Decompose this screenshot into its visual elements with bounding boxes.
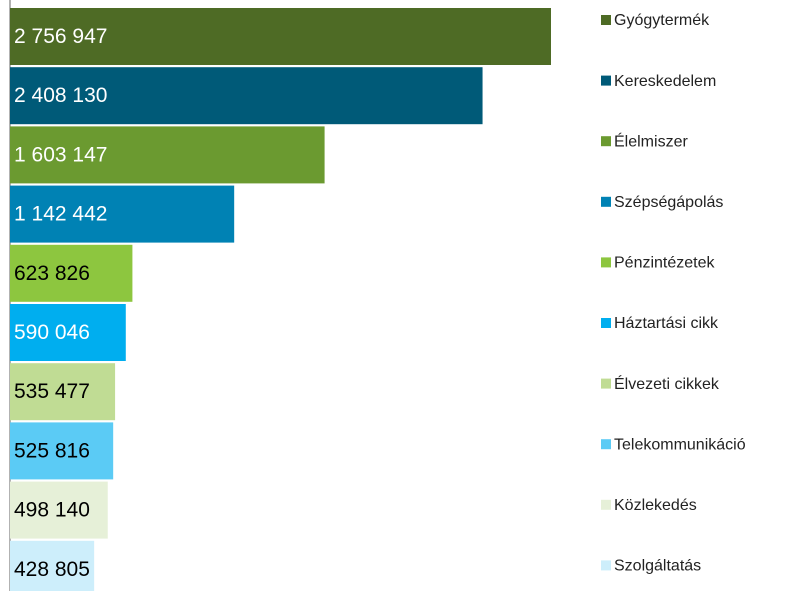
legend-label: Közlekedés bbox=[614, 497, 697, 514]
legend-label: Kereskedelem bbox=[614, 73, 716, 90]
data-label: 2 408 130 bbox=[14, 84, 107, 107]
legend-label: Élelmiszer bbox=[614, 131, 688, 150]
bar bbox=[10, 481, 108, 539]
data-label: 428 805 bbox=[14, 558, 90, 581]
bar bbox=[10, 304, 126, 361]
bar bbox=[10, 185, 235, 243]
legend-label: Gyógytermék bbox=[614, 12, 710, 29]
bar bbox=[10, 67, 483, 125]
legend-label: Pénzintézetek bbox=[614, 255, 716, 272]
bar bbox=[10, 540, 95, 591]
bar bbox=[10, 126, 325, 184]
legend-swatch bbox=[601, 318, 611, 328]
bar bbox=[10, 8, 551, 65]
legend-swatch bbox=[601, 196, 611, 207]
data-label: 525 816 bbox=[14, 439, 90, 462]
legend-swatch bbox=[601, 136, 611, 147]
legend-swatch bbox=[601, 439, 611, 450]
legend-swatch bbox=[601, 378, 611, 389]
data-label: 2 756 947 bbox=[14, 25, 107, 48]
data-label: 623 826 bbox=[14, 262, 90, 285]
data-label: 498 140 bbox=[14, 499, 90, 522]
legend-swatch bbox=[601, 499, 611, 510]
bar bbox=[10, 363, 116, 421]
data-label: 535 477 bbox=[14, 380, 90, 403]
bar bbox=[10, 422, 114, 480]
legend-swatch bbox=[601, 257, 611, 268]
bar bbox=[10, 244, 133, 302]
data-label: 1 603 147 bbox=[14, 143, 107, 166]
legend-swatch bbox=[601, 75, 611, 86]
legend-swatch bbox=[601, 560, 611, 571]
legend-label: Szépségápolás bbox=[614, 194, 723, 211]
data-label: 590 046 bbox=[14, 321, 90, 344]
legend-label: Háztartási cikk bbox=[614, 315, 719, 332]
legend-swatch bbox=[601, 15, 611, 25]
legend-label: Szolgáltatás bbox=[614, 558, 701, 575]
legend-label: Élvezeti cikkek bbox=[614, 374, 720, 393]
legend-label: Telekommunikáció bbox=[614, 436, 746, 453]
data-label: 1 142 442 bbox=[14, 203, 107, 226]
